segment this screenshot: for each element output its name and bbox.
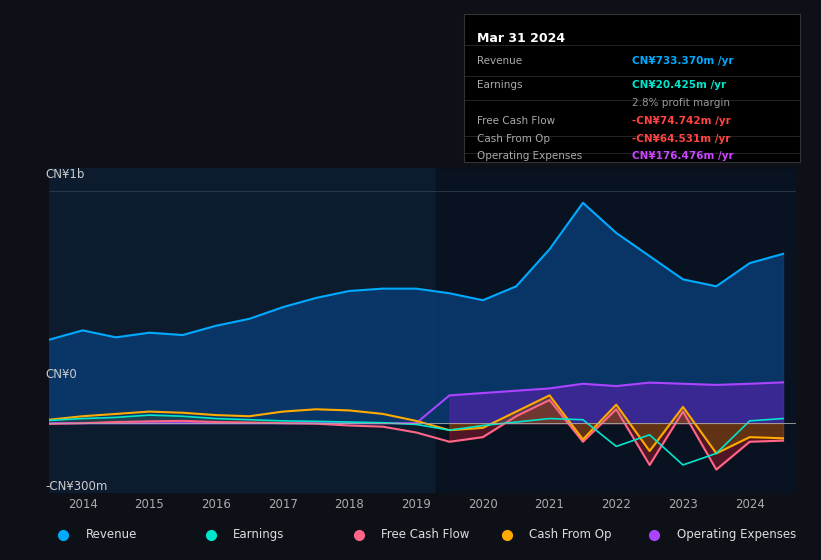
Text: Revenue: Revenue [85,528,137,542]
Text: CN¥20.425m /yr: CN¥20.425m /yr [632,80,727,90]
Text: 2.8% profit margin: 2.8% profit margin [632,98,730,108]
Text: -CN¥64.531m /yr: -CN¥64.531m /yr [632,134,731,144]
Text: Cash From Op: Cash From Op [477,134,550,144]
Text: Earnings: Earnings [233,528,285,542]
Text: CN¥733.370m /yr: CN¥733.370m /yr [632,57,734,67]
Text: Earnings: Earnings [477,80,523,90]
Text: Free Cash Flow: Free Cash Flow [381,528,470,542]
Text: -CN¥300m: -CN¥300m [45,480,108,493]
Text: Mar 31 2024: Mar 31 2024 [477,32,566,45]
Text: CN¥1b: CN¥1b [45,168,85,181]
Bar [436,168,796,493]
Text: CN¥0: CN¥0 [45,368,77,381]
Text: Cash From Op: Cash From Op [529,528,611,542]
Text: -CN¥74.742m /yr: -CN¥74.742m /yr [632,116,731,126]
Text: Revenue: Revenue [477,57,522,67]
Text: CN¥176.476m /yr: CN¥176.476m /yr [632,151,734,161]
Text: Operating Expenses: Operating Expenses [677,528,796,542]
Text: Free Cash Flow: Free Cash Flow [477,116,556,126]
Text: Operating Expenses: Operating Expenses [477,151,583,161]
